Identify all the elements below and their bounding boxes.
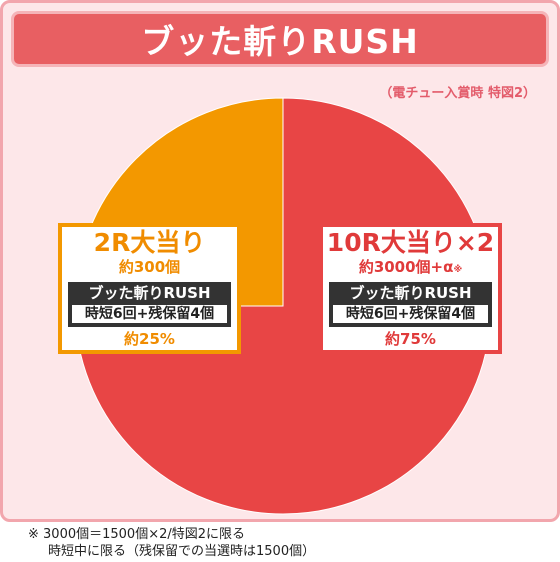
slice-title: 10R大当り×2 <box>326 228 495 257</box>
slice-detail: 時短6回+残保留4個 <box>72 305 227 323</box>
slice-balls-text: 約300個 <box>118 258 181 276</box>
slice-balls: 約300個 <box>62 258 237 279</box>
slice-mode: ブッた斬りRUSH <box>349 284 472 302</box>
slice-label-2r: 2R大当り 約300個 ブッた斬りRUSH 時短6回+残保留4個 約25% <box>58 223 241 354</box>
footnote-line-1: ※ 3000個＝1500個×2/特図2に限る <box>28 527 246 542</box>
slice-detail: 時短6回+残保留4個 <box>333 305 488 323</box>
slice-balls: 約3000個+α※ <box>323 258 498 279</box>
slice-balls-text: 約3000個+α <box>358 258 454 276</box>
condition-note: （電チュー入賞時 特図2） <box>379 86 536 101</box>
footnote: ※ 3000個＝1500個×2/特図2に限る 時短中に限る（残保留での当選時は1… <box>28 526 315 560</box>
slice-balls-mark: ※ <box>453 265 463 275</box>
slice-mode-box: ブッた斬りRUSH 時短6回+残保留4個 <box>68 282 231 327</box>
slice-label-10r: 10R大当り×2 約3000個+α※ ブッた斬りRUSH 時短6回+残保留4個 … <box>319 223 502 354</box>
slice-percent: 約75% <box>385 330 436 348</box>
chart-title: ブッた斬りRUSH <box>11 11 549 67</box>
slice-mode: ブッた斬りRUSH <box>88 284 211 302</box>
slice-mode-box: ブッた斬りRUSH 時短6回+残保留4個 <box>329 282 492 327</box>
footnote-line-2: 時短中に限る（残保留での当選時は1500個） <box>48 544 316 559</box>
slice-title: 2R大当り <box>93 228 206 257</box>
pie-slice-0 <box>74 97 492 515</box>
slice-percent: 約25% <box>124 330 175 348</box>
